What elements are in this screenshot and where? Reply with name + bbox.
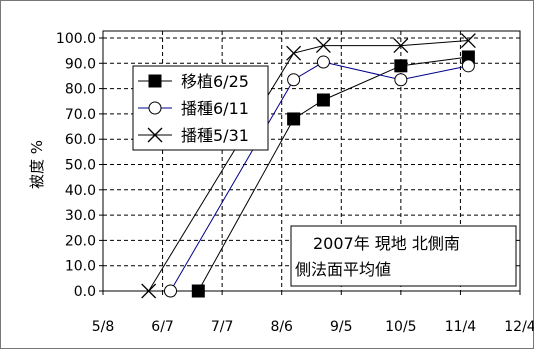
y-tick-label: 90.0 <box>65 56 96 72</box>
y-tick-label: 100.0 <box>56 31 96 47</box>
y-tick-label: 80.0 <box>65 82 96 98</box>
y-tick-label: 30.0 <box>65 208 96 224</box>
data-point <box>148 101 162 115</box>
legend-label: 播種6/11 <box>181 99 249 118</box>
y-axis: 0.0 10.0 20.0 30.0 40.0 50.0 60.0 70.0 80.0 90.0 1… <box>56 31 103 300</box>
y-tick-label: 10.0 <box>65 259 96 275</box>
data-point <box>148 74 162 88</box>
series-3 <box>141 33 476 299</box>
data-point <box>147 127 163 143</box>
data-point <box>394 59 408 73</box>
data-point <box>316 55 330 69</box>
data-point <box>315 38 331 54</box>
data-point <box>191 284 205 298</box>
data-point <box>287 73 301 87</box>
x-tick-label: 12/4 <box>504 319 534 335</box>
data-point <box>141 283 157 299</box>
legend-label: 播種5/31 <box>181 126 249 145</box>
annotation-line-2: 側法面平均値 <box>295 260 391 279</box>
x-tick-label: 11/4 <box>445 319 477 335</box>
y-tick-label: 70.0 <box>65 107 96 123</box>
data-point <box>393 38 409 54</box>
legend-label: 移植6/25 <box>181 72 249 91</box>
data-point <box>286 45 302 61</box>
series-1 <box>191 50 475 298</box>
x-tick-label: 10/5 <box>385 319 416 335</box>
data-point <box>287 112 301 126</box>
data-point <box>394 73 408 87</box>
legend: 移植6/25 播種6/11 播種5/31 <box>132 65 269 151</box>
y-tick-label: 0.0 <box>74 284 96 300</box>
y-tick-label: 40.0 <box>65 183 96 199</box>
series-layer <box>141 33 476 299</box>
y-axis-label: 被度 % <box>28 140 46 189</box>
plot-area <box>102 30 521 292</box>
annotation-line-1: 2007年 現地 北側南 <box>313 234 460 253</box>
annotation-frame <box>290 225 517 287</box>
y-tick-label: 20.0 <box>65 233 96 249</box>
x-tick-label: 7/7 <box>211 319 234 335</box>
x-tick-label: 5/8 <box>92 319 115 335</box>
y-tick-label: 50.0 <box>65 158 96 174</box>
data-point <box>316 93 330 107</box>
data-point <box>461 59 475 73</box>
x-axis: 5/8 6/7 7/7 8/6 9/5 10/5 11/4 12/4 <box>92 291 534 335</box>
x-tick-label: 8/6 <box>270 319 293 335</box>
x-tick-label: 6/7 <box>151 319 174 335</box>
data-point <box>460 33 476 48</box>
y-tick-label: 60.0 <box>65 132 96 148</box>
data-point <box>164 284 178 298</box>
x-tick-label: 9/5 <box>330 319 353 335</box>
